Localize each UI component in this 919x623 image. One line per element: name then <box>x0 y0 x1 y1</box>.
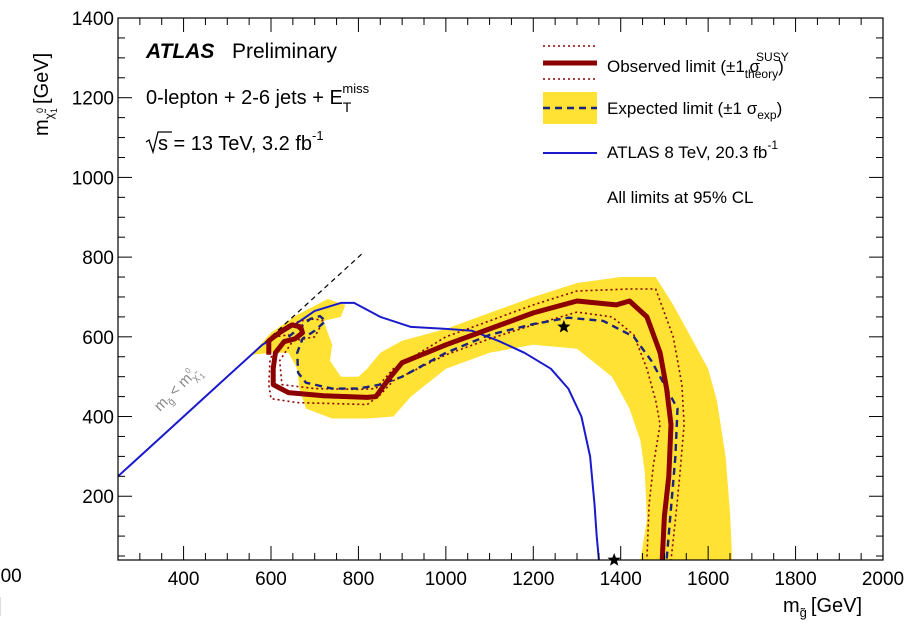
x-tick-label: 800 <box>343 569 375 590</box>
plot-frame <box>117 17 884 561</box>
x-tick-label: 1200 <box>512 569 554 590</box>
legend-observed: Observed limit (±1 σSUSY theory) <box>543 45 789 81</box>
legend: Observed limit (±1 σSUSY theory) Expected… <box>543 45 789 207</box>
y-tick-label: 1200 <box>72 89 114 110</box>
left-cut-tick-label: 000 <box>0 566 22 587</box>
x-tick-label: 400 <box>168 569 200 590</box>
selection-label: 0-lepton + 2-6 jets + ETmiss <box>146 81 370 115</box>
x-tick-label: 2000 <box>862 569 904 590</box>
y-axis-title: mχ̃10[GeV] <box>31 53 59 136</box>
legend-expected-label: Expected limit (±1 σexp) <box>607 99 782 122</box>
legend-atlas8: ATLAS 8 TeV, 20.3 fb-1 <box>543 138 778 162</box>
legend-expected: Expected limit (±1 σexp) <box>543 92 782 124</box>
left-cut-unit-label: ] <box>0 595 2 617</box>
series-observed-limit <box>266 298 674 560</box>
y-tick-label: 800 <box>82 248 114 269</box>
series-expected-limit <box>287 314 679 560</box>
sqrt-symbol <box>145 131 172 155</box>
y-tick-label: 1000 <box>72 168 114 189</box>
series-observed-limit-1-theory <box>270 288 685 560</box>
y-tick-label: 1400 <box>72 9 114 30</box>
expected-limit-band <box>251 277 733 560</box>
legend-note: All limits at 95% CL <box>607 188 753 207</box>
y-tick-label: 200 <box>82 487 114 508</box>
y-tick-label: 600 <box>82 328 114 349</box>
experiment-label: ATLAS <box>145 40 214 63</box>
benchmark-star-2 <box>607 553 621 566</box>
energy-label: s = 13 TeV, 3.2 fb-1 <box>145 128 324 155</box>
legend-atlas8-label: ATLAS 8 TeV, 20.3 fb-1 <box>607 138 778 162</box>
legend-observed-label: Observed limit (±1 σSUSY theory) <box>607 50 789 81</box>
x-tick-label: 1400 <box>600 569 642 590</box>
x-tick-label: 1000 <box>425 569 467 590</box>
svg-text:s = 13 TeV, 3.2 fb-1: s = 13 TeV, 3.2 fb-1 <box>158 128 324 155</box>
x-tick-label: 1600 <box>687 569 729 590</box>
x-tick-label: 1800 <box>774 569 816 590</box>
benchmark-star-1 <box>557 319 571 333</box>
y-tick-label: 400 <box>82 408 114 429</box>
x-axis-title: mg̃ [GeV] <box>783 595 862 620</box>
status-label: Preliminary <box>232 40 338 63</box>
x-tick-label: 600 <box>255 569 287 590</box>
